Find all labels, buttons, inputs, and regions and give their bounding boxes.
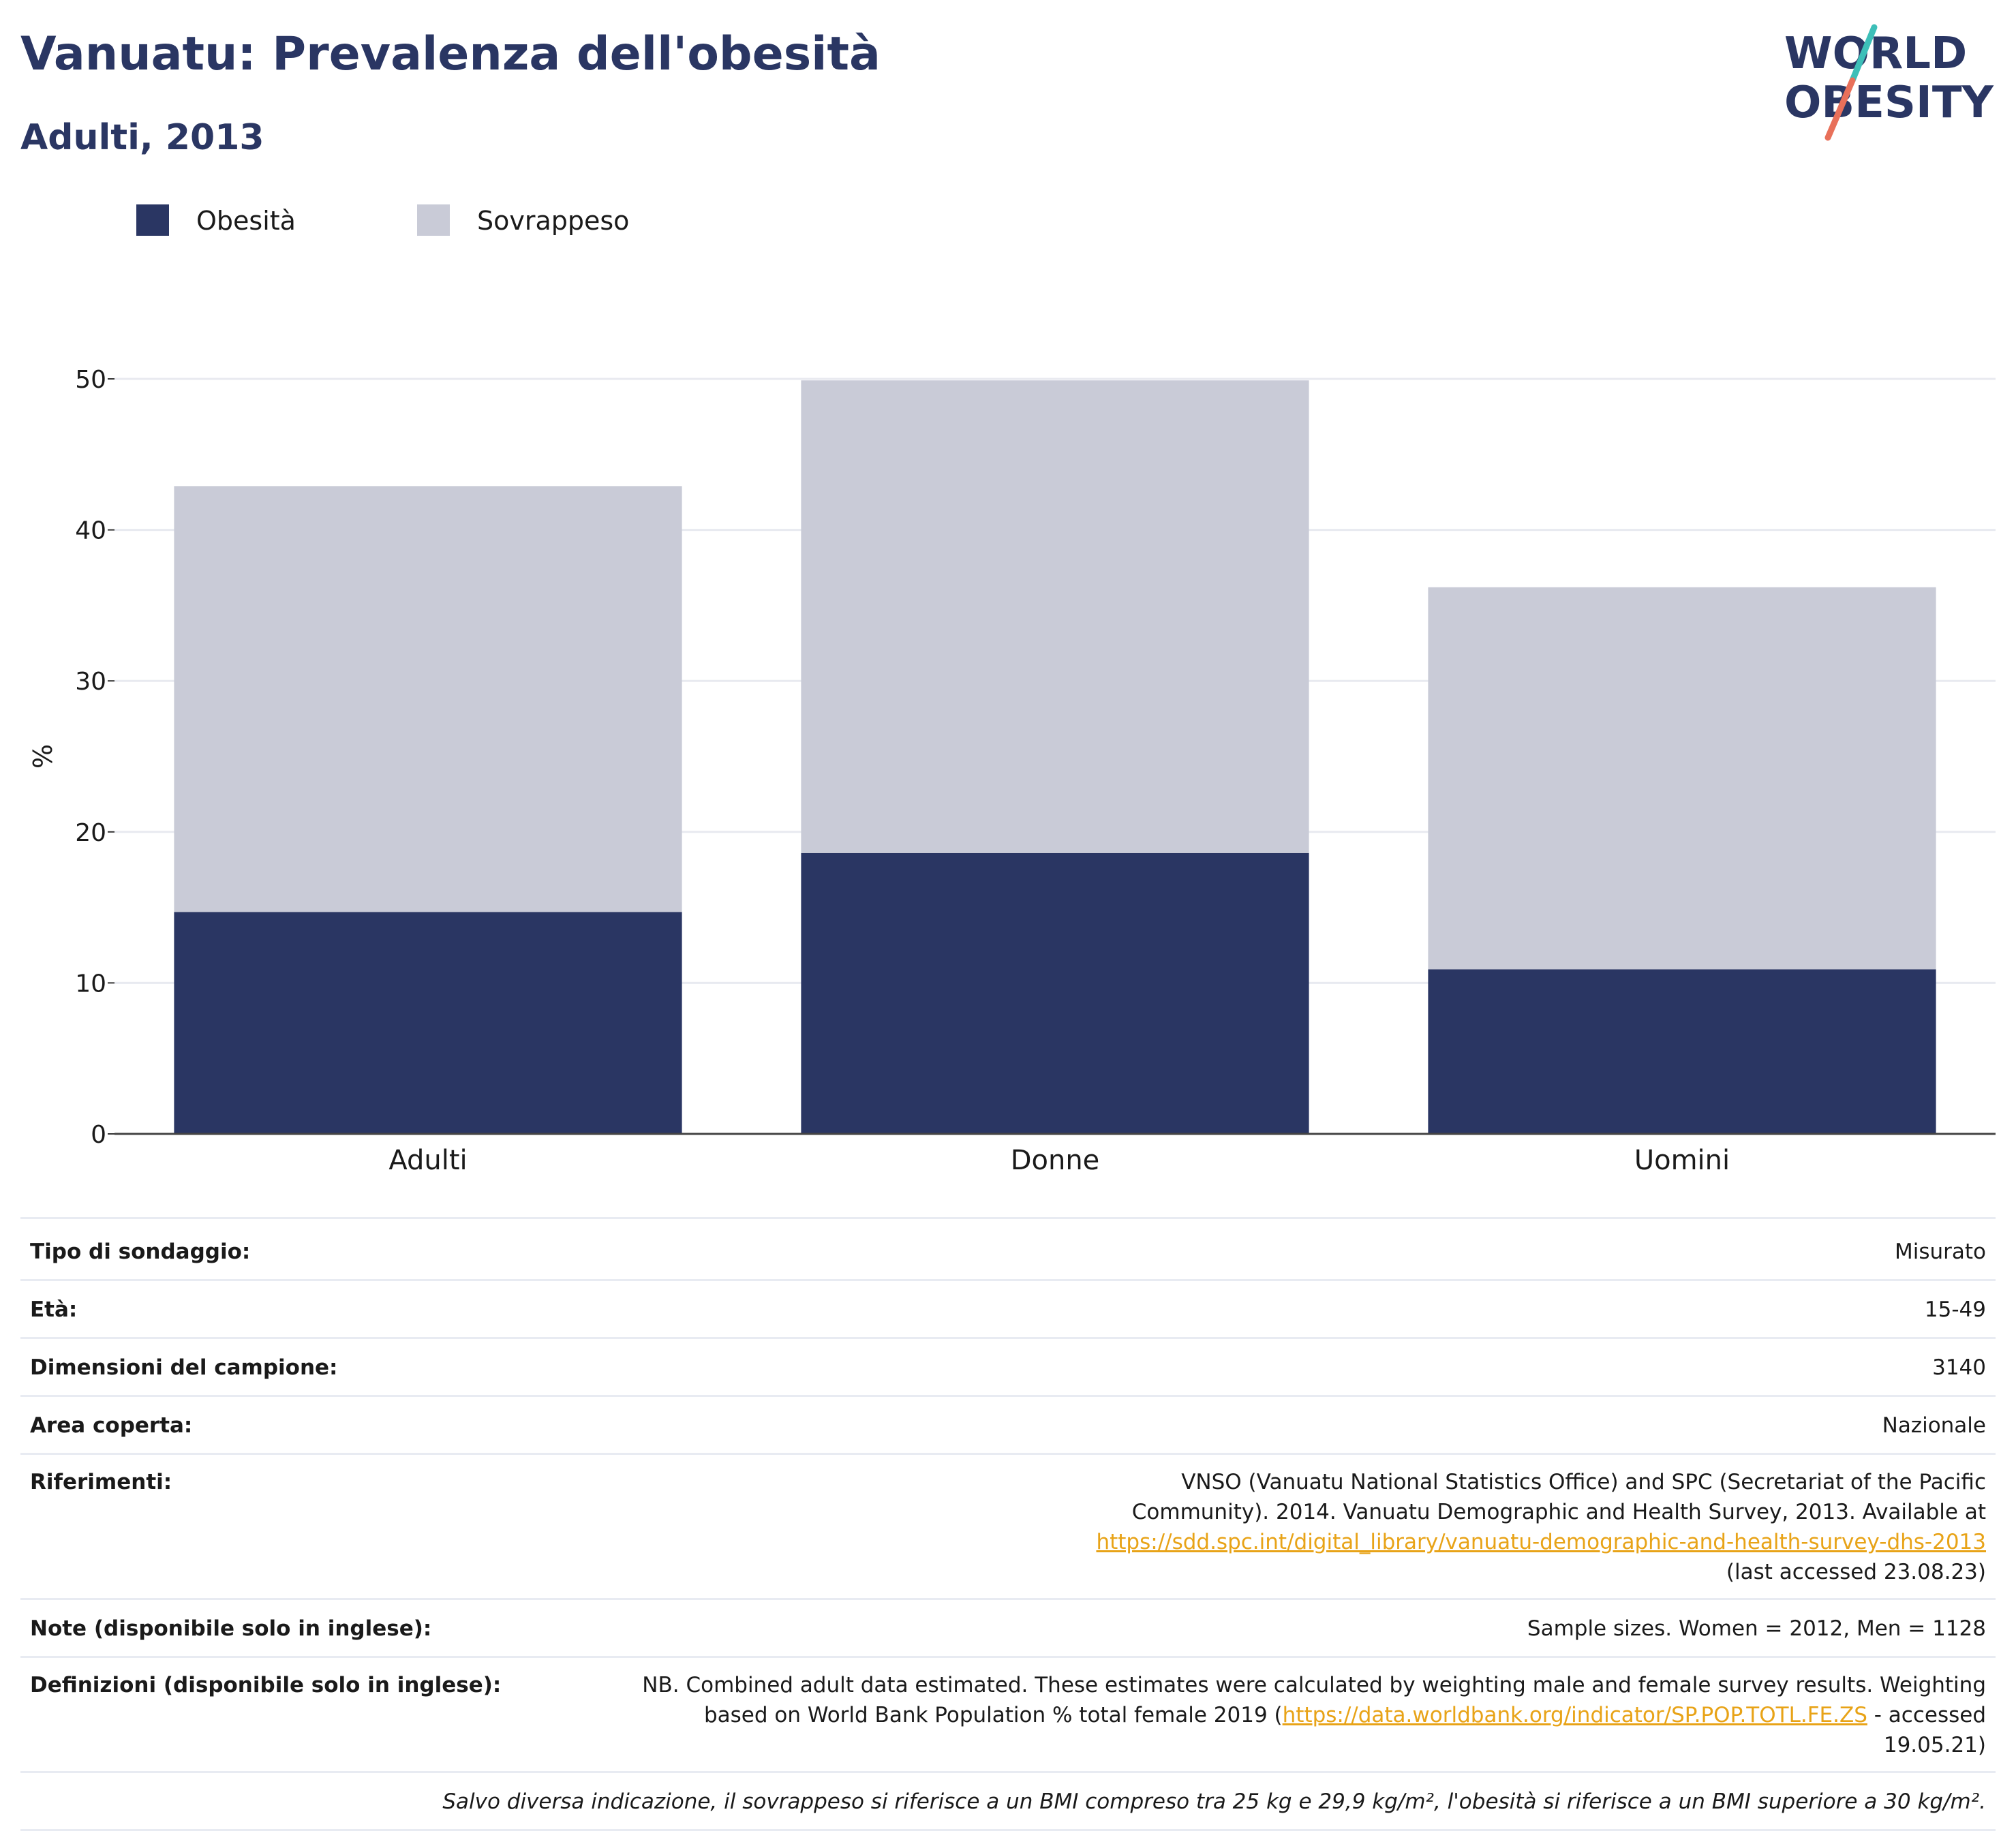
bar-obesita [174, 912, 682, 1134]
world-obesity-logo: WORLD OBESITY [1784, 24, 1994, 141]
reference-accessed: (last accessed 23.08.23) [1726, 1560, 1986, 1584]
info-key: Dimensioni del campione: [20, 1337, 558, 1396]
logo-slash-teal [1849, 24, 1878, 84]
logo-slash-coral [1824, 77, 1856, 141]
info-row-eta: Età: 15-49 [20, 1279, 1996, 1338]
stacked-bar-chart: 0 10 20 30 40 50% Adulti Donne Uomini [28, 366, 1996, 1176]
info-value: VNSO (Vanuatu National Statistics Office… [558, 1453, 1996, 1599]
legend-swatch-sovrappeso [417, 204, 450, 236]
definition-link[interactable]: https://data.worldbank.org/indicator/SP.… [1282, 1703, 1867, 1727]
chart-title: Vanuatu: Prevalenza dell'obesità [20, 27, 881, 81]
logo-text-obesity: OBESITY [1784, 78, 1994, 128]
info-row-note: Note (disponibile solo in inglese): Samp… [20, 1598, 1996, 1657]
definition-accessed: - accessed 19.05.21) [1867, 1703, 1986, 1757]
info-key: Note (disponibile solo in inglese): [20, 1598, 558, 1657]
info-value: 3140 [558, 1337, 1996, 1396]
logo-text-world: WORLD [1784, 29, 1967, 79]
info-row-area: Area coperta: Nazionale [20, 1395, 1996, 1454]
reference-text: VNSO (Vanuatu National Statistics Office… [1131, 1470, 1986, 1524]
bar-sovrappeso [1428, 587, 1936, 970]
info-value: Sample sizes. Women = 2012, Men = 1128 [558, 1598, 1996, 1657]
y-tick-label: 50 [75, 366, 106, 394]
info-row-riferimenti: Riferimenti: VNSO (Vanuatu National Stat… [20, 1453, 1996, 1599]
y-tick-label: 40 [75, 517, 106, 545]
reference-link[interactable]: https://sdd.spc.int/digital_library/vanu… [1096, 1530, 1986, 1554]
x-tick-label: Uomini [1634, 1145, 1730, 1176]
y-tick-label: 10 [75, 970, 106, 998]
y-tick-label: 20 [75, 819, 106, 847]
info-key: Età: [20, 1279, 558, 1338]
legend-label-obesita: Obesità [196, 206, 296, 236]
info-key: Tipo di sondaggio: [20, 1217, 558, 1280]
x-tick-label: Donne [1011, 1145, 1100, 1176]
bar-sovrappeso [801, 380, 1309, 853]
info-row-footnote: Salvo diversa indicazione, il sovrappeso… [20, 1771, 1996, 1831]
info-key: Riferimenti: [20, 1453, 558, 1599]
bar-sovrappeso [174, 486, 682, 912]
info-row-campione: Dimensioni del campione: 3140 [20, 1337, 1996, 1396]
info-key: Area coperta: [20, 1395, 558, 1454]
info-row-definizioni: Definizioni (disponibile solo in inglese… [20, 1656, 1996, 1772]
definition-text: NB. Combined adult data estimated. These… [642, 1673, 1986, 1727]
legend-label-sovrappeso: Sovrappeso [477, 206, 630, 236]
info-key: Definizioni (disponibile solo in inglese… [20, 1656, 558, 1772]
bmi-footnote: Salvo diversa indicazione, il sovrappeso… [20, 1771, 1996, 1831]
info-row-tipo: Tipo di sondaggio: Misurato [20, 1217, 1996, 1280]
chart-subtitle: Adulti, 2013 [20, 117, 264, 158]
y-tick-label: 30 [75, 668, 106, 696]
bar-obesita [1428, 969, 1936, 1134]
y-tick-label: 0 [91, 1121, 106, 1149]
info-value: 15-49 [558, 1279, 1996, 1338]
legend-swatch-obesita [136, 204, 169, 236]
info-value: Misurato [558, 1217, 1996, 1280]
info-value: Nazionale [558, 1395, 1996, 1454]
info-value: NB. Combined adult data estimated. These… [558, 1656, 1996, 1772]
bar-obesita [801, 852, 1309, 1134]
survey-info-table: Tipo di sondaggio: Misurato Età: 15-49 D… [20, 1217, 1996, 1831]
y-axis-label: % [28, 744, 58, 769]
x-tick-label: Adulti [388, 1145, 467, 1176]
